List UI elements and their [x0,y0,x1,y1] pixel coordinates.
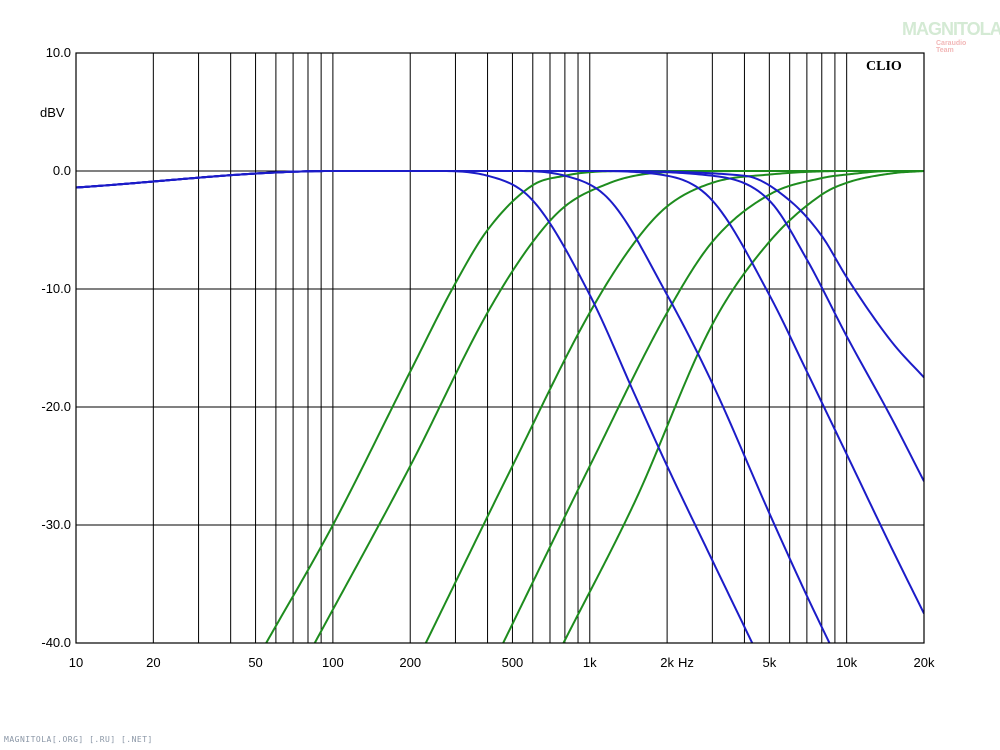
y-axis-label: dBV [40,105,65,120]
x-tick-label: 200 [399,655,421,670]
x-tick-label: 20 [146,655,160,670]
y-tick-label: -40.0 [41,635,71,650]
tick-labels: 10 20 50 100 200 500 1k 2k 5k 10k 20k 10.0 0.0 -10.0 -… [41,45,935,670]
x-tick-label: 50 [248,655,262,670]
x-tick-label: 500 [502,655,524,670]
y-tick-label: -30.0 [41,517,71,532]
x-tick-label: 5k [762,655,776,670]
lowpass-curve-1 [76,170,831,643]
logo-sub-text: Caraudio Team [936,40,967,54]
highpass-curve-9 [562,170,924,643]
y-tick-label: 0.0 [53,163,71,178]
x-tick-label: 2k [660,655,674,670]
highpass-curve-8 [502,170,924,643]
lowpass-curve-3 [76,170,924,482]
footer-watermark: MAGNITOLA[.ORG] [.RU] [.NET] [4,735,153,744]
highpass-curve-7 [424,170,924,643]
x-tick-label: 100 [322,655,344,670]
series-group [76,170,924,643]
y-tick-label: -20.0 [41,399,71,414]
magnitola-logo: MAGNITOLA Caraudio Team [902,19,1000,54]
clio-brand-label: CLIO [866,59,902,74]
lowpass-curve-0 [76,170,754,643]
lowpass-curve-2 [76,170,924,614]
x-tick-label: 10 [69,655,83,670]
plot-frame [75,52,925,644]
x-tick-label: 10k [836,655,857,670]
grid [75,52,925,644]
logo-main-text: MAGNITOLA [902,19,1000,39]
lowpass-curve-4 [76,170,924,379]
x-tick-label: 20k [914,655,935,670]
y-tick-label: -10.0 [41,281,71,296]
x-axis-label: Hz [678,655,694,670]
x-tick-label: 1k [583,655,597,670]
y-tick-label: 10.0 [46,45,71,60]
